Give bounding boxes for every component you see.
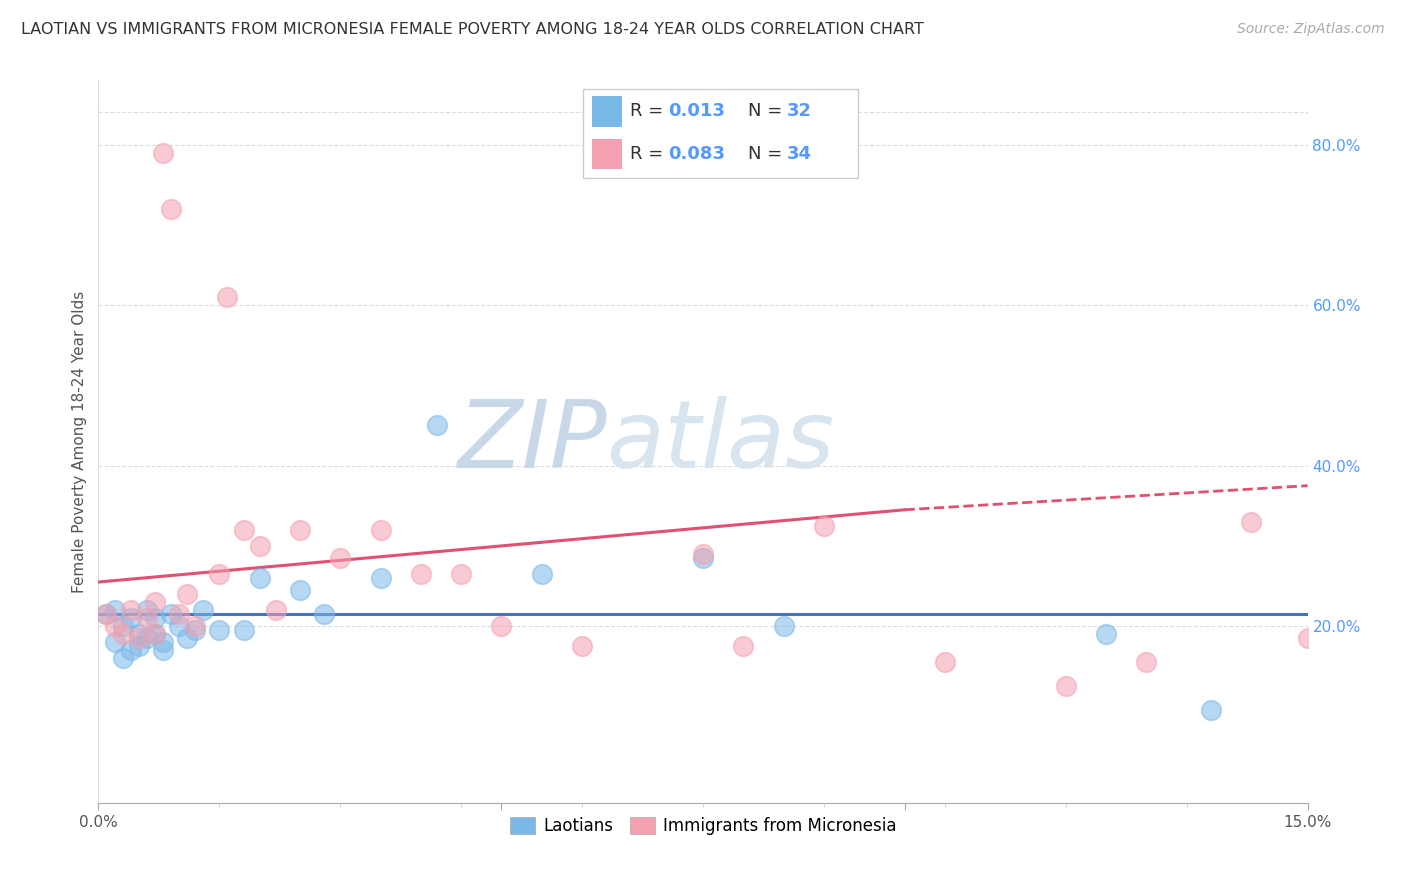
Text: LAOTIAN VS IMMIGRANTS FROM MICRONESIA FEMALE POVERTY AMONG 18-24 YEAR OLDS CORRE: LAOTIAN VS IMMIGRANTS FROM MICRONESIA FE… bbox=[21, 22, 924, 37]
Point bbox=[208, 567, 231, 582]
Point bbox=[103, 619, 125, 633]
Point bbox=[120, 603, 142, 617]
Point bbox=[128, 627, 150, 641]
Point bbox=[692, 547, 714, 561]
Point bbox=[409, 567, 432, 582]
Point bbox=[96, 607, 118, 621]
Point bbox=[1095, 627, 1118, 641]
Point bbox=[571, 639, 593, 653]
Point bbox=[120, 611, 142, 625]
Point bbox=[813, 518, 835, 533]
Point bbox=[370, 523, 392, 537]
Point bbox=[143, 611, 166, 625]
Point bbox=[1054, 680, 1077, 694]
Point bbox=[208, 623, 231, 637]
Point bbox=[217, 290, 239, 304]
FancyBboxPatch shape bbox=[583, 89, 858, 178]
Point bbox=[135, 611, 157, 625]
Point bbox=[692, 551, 714, 566]
Point bbox=[530, 567, 553, 582]
Y-axis label: Female Poverty Among 18-24 Year Olds: Female Poverty Among 18-24 Year Olds bbox=[72, 291, 87, 592]
Text: 0.013: 0.013 bbox=[668, 103, 725, 120]
Point bbox=[934, 655, 956, 669]
Point bbox=[135, 632, 157, 646]
Point bbox=[96, 607, 118, 621]
Point bbox=[1240, 515, 1263, 529]
Point bbox=[232, 523, 254, 537]
Point bbox=[103, 603, 125, 617]
Point bbox=[135, 603, 157, 617]
Point bbox=[176, 587, 198, 601]
Point bbox=[143, 627, 166, 641]
Legend: Laotians, Immigrants from Micronesia: Laotians, Immigrants from Micronesia bbox=[503, 810, 903, 841]
Point bbox=[314, 607, 336, 621]
Point bbox=[288, 523, 311, 537]
Point bbox=[120, 643, 142, 657]
Point bbox=[143, 627, 166, 641]
Point bbox=[103, 635, 125, 649]
Point bbox=[111, 619, 134, 633]
Point bbox=[370, 571, 392, 585]
Text: 0.083: 0.083 bbox=[668, 145, 725, 163]
Point bbox=[128, 639, 150, 653]
Point bbox=[111, 627, 134, 641]
Text: ZIP: ZIP bbox=[457, 396, 606, 487]
Text: R =: R = bbox=[630, 103, 669, 120]
Point bbox=[176, 632, 198, 646]
Point bbox=[167, 619, 190, 633]
Point bbox=[1296, 632, 1319, 646]
Point bbox=[491, 619, 513, 633]
Text: R =: R = bbox=[630, 145, 669, 163]
Point bbox=[152, 643, 174, 657]
Text: 34: 34 bbox=[786, 145, 811, 163]
Point bbox=[111, 651, 134, 665]
FancyBboxPatch shape bbox=[592, 96, 621, 127]
Point bbox=[184, 623, 207, 637]
Point bbox=[152, 145, 174, 160]
Point bbox=[160, 607, 183, 621]
Point bbox=[288, 583, 311, 598]
Point bbox=[264, 603, 287, 617]
Point bbox=[772, 619, 794, 633]
Point bbox=[450, 567, 472, 582]
Point bbox=[249, 539, 271, 553]
Point bbox=[1199, 703, 1222, 717]
Text: N =: N = bbox=[748, 145, 787, 163]
Point bbox=[249, 571, 271, 585]
Point bbox=[1135, 655, 1157, 669]
Point bbox=[167, 607, 190, 621]
Point bbox=[193, 603, 215, 617]
Point bbox=[160, 202, 183, 216]
Text: N =: N = bbox=[748, 103, 787, 120]
Text: 32: 32 bbox=[786, 103, 811, 120]
Text: Source: ZipAtlas.com: Source: ZipAtlas.com bbox=[1237, 22, 1385, 37]
Point bbox=[1337, 563, 1360, 577]
Text: atlas: atlas bbox=[606, 396, 835, 487]
Point bbox=[143, 595, 166, 609]
Point bbox=[426, 418, 449, 433]
Point bbox=[329, 551, 352, 566]
FancyBboxPatch shape bbox=[592, 139, 621, 169]
Point bbox=[733, 639, 755, 653]
Point bbox=[232, 623, 254, 637]
Point bbox=[128, 632, 150, 646]
Point bbox=[184, 619, 207, 633]
Point bbox=[152, 635, 174, 649]
